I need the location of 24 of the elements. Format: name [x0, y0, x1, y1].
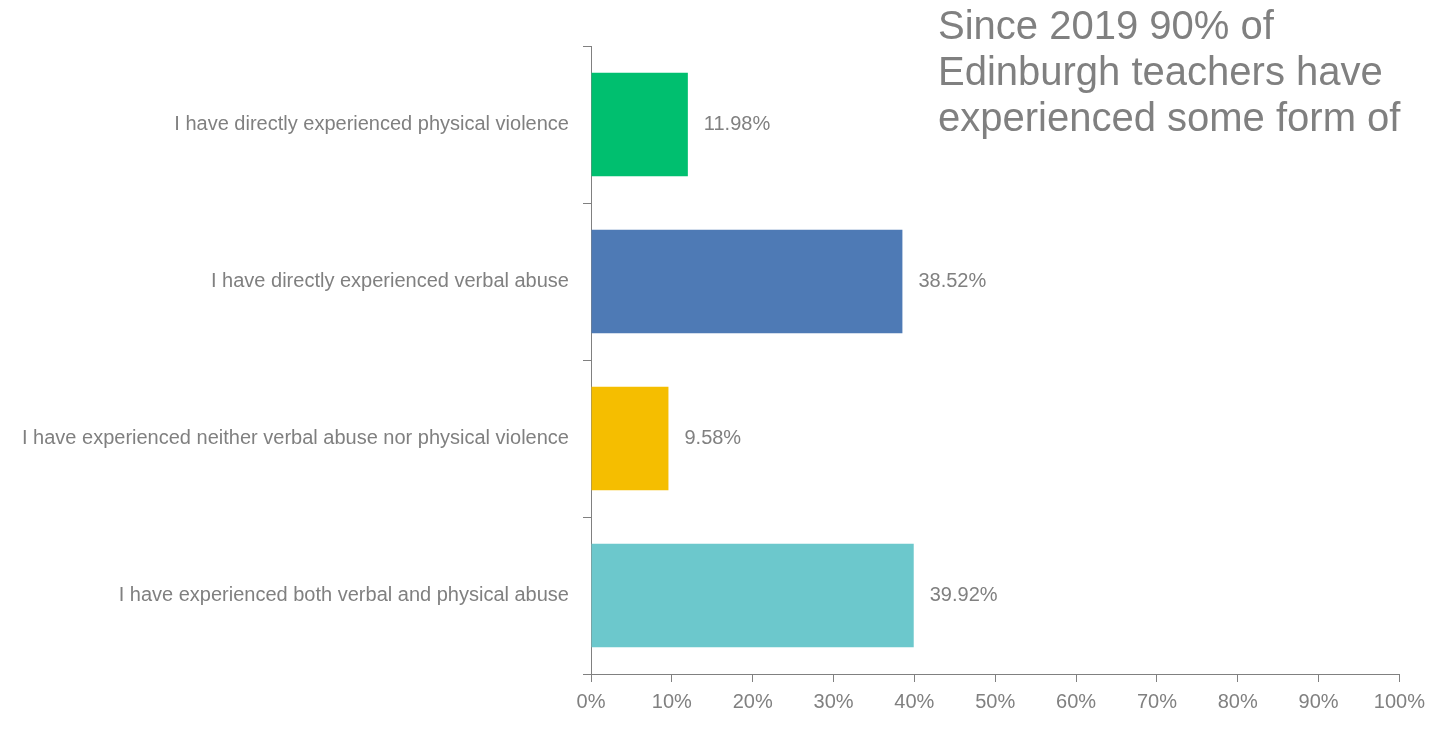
- data-label: 11.98%: [703, 112, 771, 135]
- x-tick-label: 70%: [1136, 689, 1178, 712]
- y-tick-label: I have experienced neither verbal abuse nor physical violence: [21, 426, 569, 449]
- x-tick-label: 60%: [1056, 689, 1097, 712]
- bar: [591, 229, 903, 334]
- x-tick-label: 20%: [732, 689, 773, 712]
- bar: [591, 386, 669, 491]
- x-tick-label: 0%: [576, 689, 606, 712]
- chart-title: Since 2019 90% of Edinburgh teachers have experienced some form of: [938, 2, 1402, 140]
- x-tick-label: 80%: [1217, 689, 1258, 712]
- x-tick-label: 10%: [651, 689, 693, 712]
- y-tick-label: I have experienced both verbal and physical abuse: [118, 583, 569, 606]
- y-tick-label: I have directly experienced verbal abuse: [211, 269, 569, 292]
- x-tick-label: 40%: [894, 689, 935, 712]
- bar: [591, 72, 688, 177]
- y-tick-label: I have directly experienced physical violence: [174, 112, 569, 135]
- data-label: 38.52%: [918, 269, 987, 292]
- x-tick-label: 50%: [975, 689, 1016, 712]
- bar: [591, 543, 914, 648]
- x-tick-label: 30%: [813, 689, 854, 712]
- data-label: 9.58%: [684, 426, 742, 449]
- data-label: 39.92%: [929, 583, 998, 606]
- x-tick-label: 100%: [1373, 689, 1426, 712]
- x-tick-label: 90%: [1298, 689, 1339, 712]
